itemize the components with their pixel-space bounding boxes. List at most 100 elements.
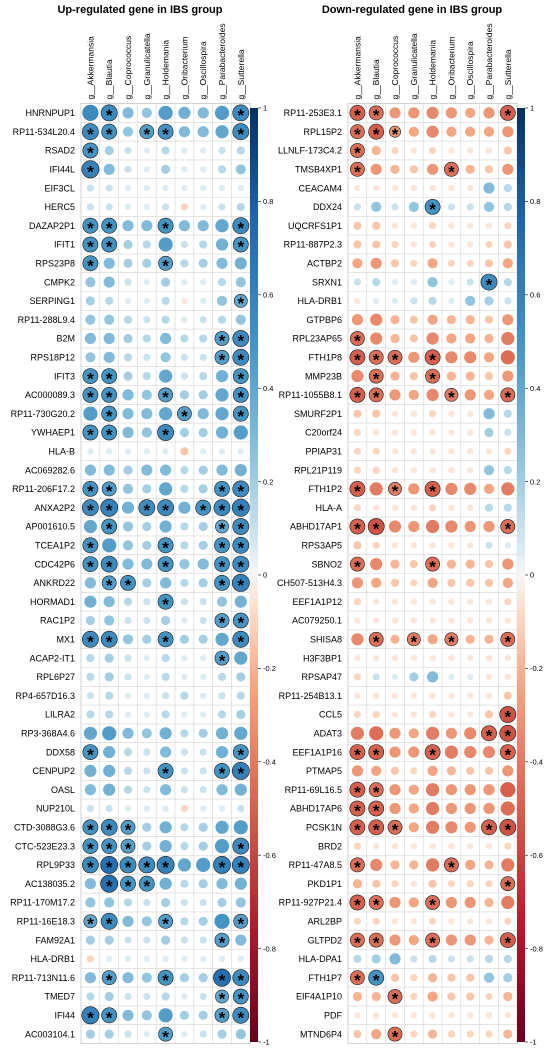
correlation-dot (87, 448, 94, 455)
correlation-dot (467, 504, 474, 511)
significance-marker: * (106, 520, 113, 539)
correlation-dot (142, 521, 152, 532)
correlation-dot (141, 427, 152, 438)
correlation-dot (215, 519, 229, 534)
significance-marker: * (237, 407, 244, 426)
correlation-dot (236, 691, 245, 700)
correlation-dot (162, 692, 170, 700)
correlation-dot (446, 371, 456, 381)
row-label: RP11-47A8.5 (289, 860, 342, 870)
correlation-dot (410, 297, 418, 305)
correlation-dot (427, 277, 438, 288)
correlation-dot (372, 447, 380, 455)
row-label: RP11-170M17.2 (10, 898, 75, 908)
correlation-dot (197, 126, 209, 138)
correlation-dot (427, 765, 438, 777)
correlation-dot (123, 766, 133, 776)
correlation-dot (161, 897, 171, 908)
correlation-dot (218, 448, 226, 455)
correlation-dot (120, 875, 136, 892)
correlation-dot (373, 598, 380, 605)
correlation-dot (82, 499, 99, 517)
correlation-dot (391, 297, 399, 305)
correlation-dot (215, 388, 229, 402)
correlation-dot (503, 691, 512, 700)
correlation-dot (446, 333, 457, 344)
correlation-dot (214, 556, 230, 572)
correlation-dot (122, 634, 134, 645)
correlation-dot (232, 744, 249, 760)
significance-marker: * (429, 745, 436, 764)
correlation-dot (349, 480, 366, 497)
correlation-dot (199, 334, 208, 343)
correlation-dot (104, 897, 115, 908)
correlation-dot (368, 895, 384, 910)
correlation-dot (180, 691, 189, 700)
correlation-dot (143, 448, 150, 455)
correlation-dot (123, 465, 133, 475)
heatmap-panel-down: Down-regulated gene in IBS group g__Akker… (277, 4, 543, 1047)
correlation-dot (485, 222, 493, 229)
correlation-dot (485, 918, 493, 925)
correlation-dot (143, 297, 150, 305)
correlation-dot (353, 1030, 362, 1039)
correlation-dot (124, 297, 132, 305)
correlation-dot (218, 805, 226, 812)
correlation-dot (410, 278, 417, 286)
correlation-dot (485, 1012, 493, 1019)
correlation-dot (499, 706, 517, 723)
correlation-dot (504, 1012, 511, 1019)
correlation-dot (391, 1012, 399, 1019)
correlation-dot (467, 842, 474, 850)
correlation-dot (445, 727, 457, 739)
correlation-dot (141, 1010, 152, 1021)
significance-marker: * (87, 369, 94, 388)
correlation-dot (409, 860, 419, 870)
correlation-dot (234, 257, 247, 270)
significance-marker: * (504, 106, 511, 125)
correlation-dot (159, 369, 173, 383)
significance-marker: * (504, 727, 511, 746)
correlation-dot (467, 410, 474, 417)
correlation-dot (354, 1012, 361, 1019)
correlation-dot (217, 1029, 227, 1039)
correlation-dot (143, 673, 150, 681)
significance-marker: * (354, 332, 361, 351)
correlation-dot (349, 105, 366, 121)
significance-marker: * (219, 539, 226, 558)
significance-marker: * (237, 614, 244, 633)
correlation-dot (410, 184, 417, 192)
correlation-dot (391, 673, 399, 681)
correlation-dot (354, 617, 361, 624)
significance-marker: * (354, 125, 361, 144)
row-label: EEF1A1P12 (292, 597, 342, 607)
correlation-dot (217, 165, 227, 174)
significance-marker: * (200, 501, 207, 520)
correlation-dot (391, 429, 399, 436)
correlation-dot (141, 558, 153, 570)
correlation-dot (82, 480, 99, 497)
correlation-dot (82, 236, 99, 253)
significance-marker: * (354, 106, 361, 125)
significance-marker: * (87, 1009, 94, 1028)
correlation-dot (236, 709, 246, 720)
correlation-dot (100, 874, 119, 893)
correlation-dot (483, 389, 495, 400)
correlation-dot (200, 203, 207, 211)
correlation-dot (349, 349, 366, 366)
correlation-dot (426, 783, 440, 797)
correlation-dot (122, 107, 134, 119)
correlation-dot (484, 634, 494, 644)
correlation-dot (105, 710, 114, 719)
significance-marker: * (373, 633, 380, 652)
correlation-dot (465, 333, 476, 344)
correlation-dot (162, 955, 169, 963)
correlation-dot (349, 386, 366, 403)
significance-marker: * (354, 482, 361, 501)
correlation-dot (232, 518, 250, 535)
correlation-dot (353, 240, 362, 249)
correlation-dot (84, 784, 96, 796)
correlation-dot (103, 464, 115, 476)
correlation-dot (217, 897, 227, 908)
correlation-dot (100, 630, 118, 648)
